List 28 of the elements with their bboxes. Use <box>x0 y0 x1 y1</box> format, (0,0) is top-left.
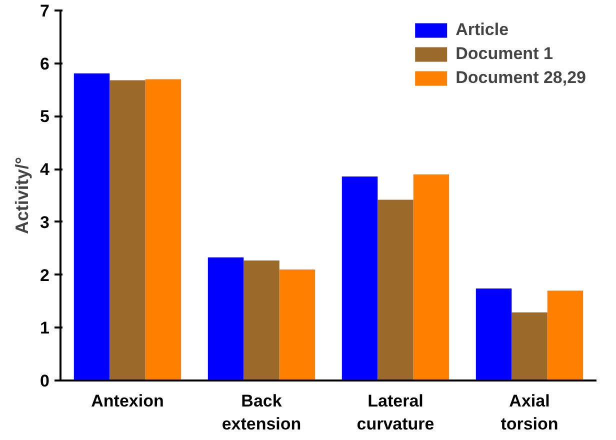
y-axis-title: Activity/° <box>12 156 32 234</box>
x-tick-label: Lateral curvature <box>356 392 434 434</box>
bar <box>74 73 110 380</box>
y-tick-label: 6 <box>40 54 50 74</box>
bar <box>244 260 280 380</box>
y-tick-label: 3 <box>40 212 50 232</box>
y-tick-label: 2 <box>40 266 50 285</box>
y-tick-label: 7 <box>40 2 50 20</box>
x-tick-label: Back extension <box>222 392 302 434</box>
y-tick-label: 5 <box>40 107 50 126</box>
y-tick-label: 1 <box>40 318 50 338</box>
bar <box>378 200 414 380</box>
y-tick-label: 4 <box>40 160 50 180</box>
bar <box>208 257 244 380</box>
bar <box>413 174 450 380</box>
x-tick-label: Axial torsion <box>500 392 558 434</box>
legend-label: Article <box>456 20 509 40</box>
y-tick-label: 0 <box>40 372 50 390</box>
bar <box>547 290 584 380</box>
legend-label: Document 28,29 <box>456 68 586 88</box>
bar <box>145 79 182 380</box>
bar <box>342 176 378 380</box>
bar <box>512 312 548 380</box>
x-tick-label: Antexion <box>91 392 164 410</box>
bar <box>279 270 316 380</box>
bar <box>476 288 512 380</box>
bar <box>110 80 146 380</box>
legend-label: Document 1 <box>456 44 553 64</box>
